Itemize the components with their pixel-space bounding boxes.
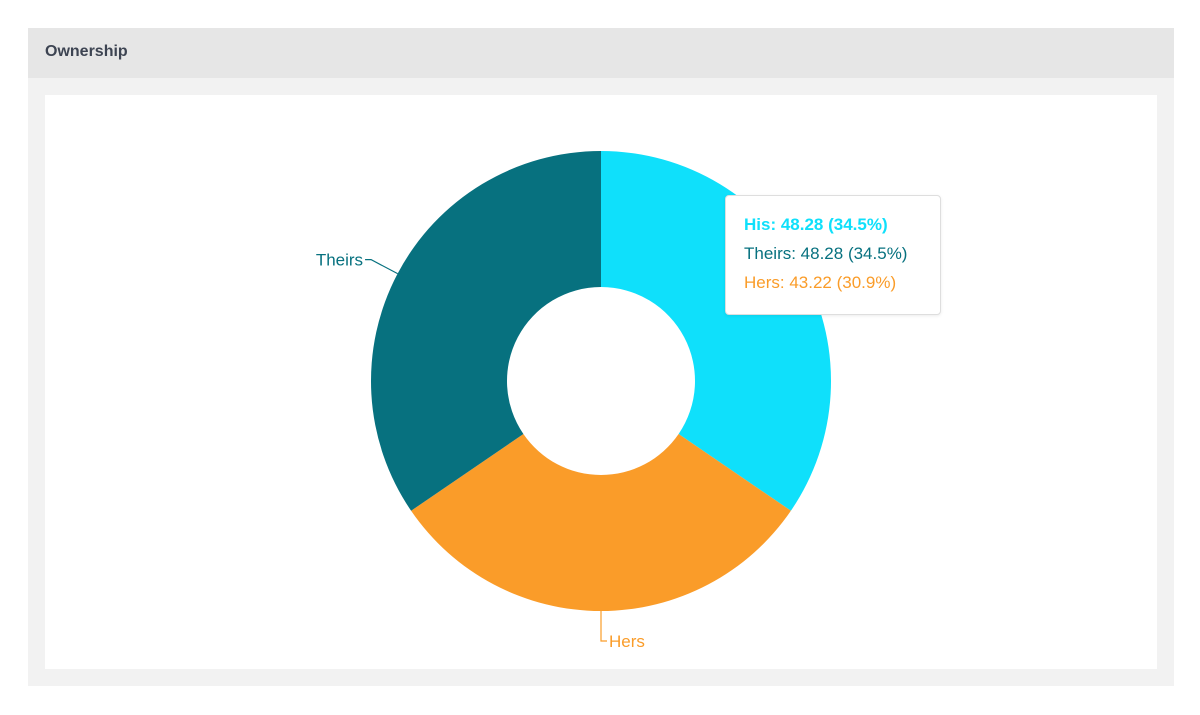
leader-line-theirs	[365, 259, 398, 275]
leader-line-hers	[600, 611, 607, 642]
tooltip-item-his: His: 48.28 (34.5%)	[744, 215, 888, 234]
tooltip-item-hers: Hers: 43.22 (30.9%)	[744, 273, 897, 292]
slice-theirs[interactable]	[371, 151, 601, 511]
slice-hers[interactable]	[411, 434, 791, 611]
chart-tooltip: His: 48.28 (34.5%) Theirs: 48.28 (34.5%)…	[725, 195, 941, 315]
tooltip-item-theirs: Theirs: 48.28 (34.5%)	[744, 244, 908, 263]
panel-header: Ownership	[28, 28, 1174, 78]
slice-label-hers: Hers	[609, 632, 645, 651]
slice-label-theirs: Theirs	[316, 251, 363, 270]
panel-title: Ownership	[45, 43, 128, 60]
